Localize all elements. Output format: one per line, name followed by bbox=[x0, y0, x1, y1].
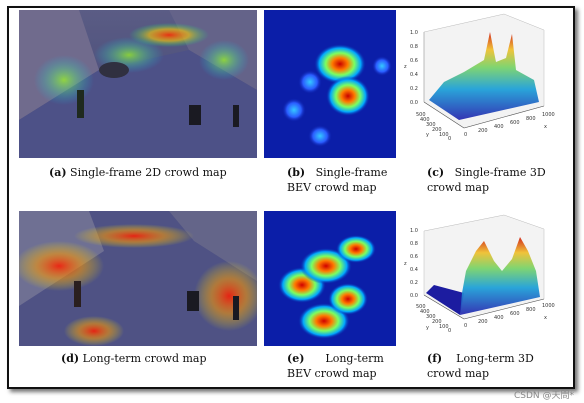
figure-frame: (a) Single-frame 2D crowd map bbox=[7, 6, 575, 389]
z-axis-label: z bbox=[404, 64, 407, 70]
caption-e-line1: Long-term bbox=[325, 352, 384, 365]
caption-b-label: (b) bbox=[287, 166, 306, 179]
caption-d-text: Long-term crowd map bbox=[82, 352, 207, 365]
f-x-tick-2: 400 bbox=[494, 315, 504, 321]
y-tick-2: 200 bbox=[432, 127, 442, 133]
z-tick-1: 0.2 bbox=[410, 86, 418, 92]
y-axis-label: y bbox=[426, 132, 429, 138]
f-x-tick-1: 200 bbox=[478, 319, 488, 325]
caption-c-label: (c) bbox=[427, 166, 445, 179]
f-z-tick-2: 0.4 bbox=[410, 267, 418, 273]
f-z-tick-3: 0.6 bbox=[410, 254, 418, 260]
caption-d-label: (d) bbox=[61, 352, 80, 365]
caption-a-text: Single-frame 2D crowd map bbox=[70, 166, 227, 179]
x-tick-3: 600 bbox=[510, 120, 520, 126]
f-y-tick-4: 400 bbox=[420, 309, 430, 315]
caption-f-label: (f) bbox=[427, 352, 443, 365]
x-tick-1: 200 bbox=[478, 128, 488, 134]
caption-f-line1: Long-term 3D bbox=[456, 352, 534, 365]
f-y-tick-0: 0 bbox=[448, 328, 451, 334]
y-tick-0: 0 bbox=[448, 136, 451, 142]
z-tick-2: 0.4 bbox=[410, 72, 418, 78]
z-tick-4: 0.8 bbox=[410, 44, 418, 50]
z-tick-3: 0.6 bbox=[410, 58, 418, 64]
x-axis-label: x bbox=[544, 124, 547, 130]
f-z-axis-label: z bbox=[404, 261, 407, 267]
f-z-tick-4: 0.8 bbox=[410, 241, 418, 247]
f-x-tick-3: 600 bbox=[510, 311, 520, 317]
y-tick-4: 400 bbox=[420, 117, 430, 123]
panel-d-image bbox=[19, 211, 257, 346]
x-tick-4: 800 bbox=[526, 116, 536, 122]
caption-f: (f) Long-term 3D crowd map bbox=[427, 351, 534, 381]
f-y-tick-2: 200 bbox=[432, 319, 442, 325]
panel-b-bev-map bbox=[264, 10, 396, 158]
y-tick-3: 300 bbox=[426, 122, 436, 128]
caption-c: (c) Single-frame 3D crowd map bbox=[427, 165, 546, 195]
caption-d: (d) Long-term crowd map bbox=[61, 351, 207, 366]
y-tick-1: 100 bbox=[439, 132, 449, 138]
f-x-axis-label: x bbox=[544, 315, 547, 321]
caption-b: (b) Single-frame BEV crowd map bbox=[287, 165, 387, 195]
f-y-tick-3: 300 bbox=[426, 314, 436, 320]
z-tick-5: 1.0 bbox=[410, 30, 418, 36]
f-x-tick-0: 0 bbox=[464, 323, 467, 329]
panel-f-3d-plot: 0.0 0.2 0.4 0.6 0.8 1.0 z 500 400 300 20… bbox=[404, 211, 569, 346]
caption-a: (a) Single-frame 2D crowd map bbox=[49, 165, 227, 180]
f-z-tick-1: 0.2 bbox=[410, 280, 418, 286]
f-z-tick-5: 1.0 bbox=[410, 228, 418, 234]
caption-e-line2: BEV crowd map bbox=[287, 367, 377, 380]
caption-e-label: (e) bbox=[287, 352, 305, 365]
f-z-tick-0: 0.0 bbox=[410, 293, 418, 299]
caption-b-line1: Single-frame bbox=[315, 166, 388, 179]
x-tick-0: 0 bbox=[464, 132, 467, 138]
panel-a-image bbox=[19, 10, 257, 158]
caption-b-line2: BEV crowd map bbox=[287, 181, 377, 194]
f-y-tick-5: 500 bbox=[416, 304, 426, 310]
f-x-tick-4: 800 bbox=[526, 307, 536, 313]
caption-c-line1: Single-frame 3D bbox=[454, 166, 546, 179]
y-tick-5: 500 bbox=[416, 112, 426, 118]
x-tick-5: 1000 bbox=[542, 112, 555, 118]
z-tick-0: 0.0 bbox=[410, 100, 418, 106]
panel-e-bev-map bbox=[264, 211, 396, 346]
f-y-axis-label: y bbox=[426, 325, 429, 331]
panel-c-3d-plot: 0.0 0.2 0.4 0.6 0.8 1.0 z 500 400 300 20… bbox=[404, 10, 569, 158]
caption-c-line2: crowd map bbox=[427, 181, 490, 194]
f-x-tick-5: 1000 bbox=[542, 303, 555, 309]
watermark: CSDN @天問* bbox=[513, 391, 574, 401]
caption-f-line2: crowd map bbox=[427, 367, 490, 380]
f-y-tick-1: 100 bbox=[439, 324, 449, 330]
x-tick-2: 400 bbox=[494, 124, 504, 130]
caption-e: (e) Long-term BEV crowd map bbox=[287, 351, 384, 381]
caption-a-label: (a) bbox=[49, 166, 67, 179]
